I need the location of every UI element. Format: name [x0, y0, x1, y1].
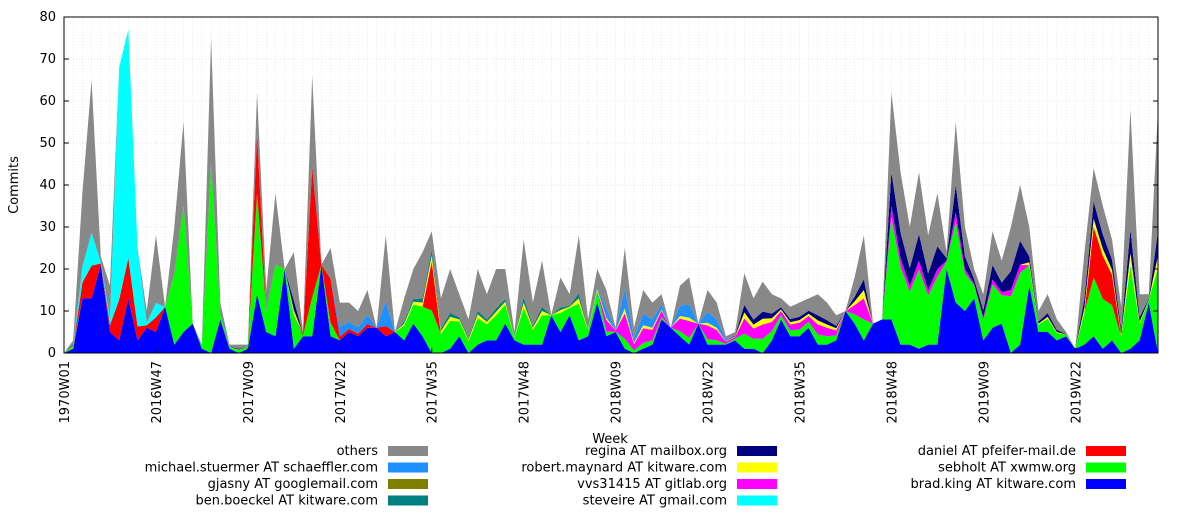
- legend-label: brad.king AT kitware.com: [911, 477, 1076, 492]
- legend-swatch: [1086, 479, 1126, 489]
- legend-label: michael.stuermer AT schaeffler.com: [145, 461, 378, 476]
- area-sebholt-at-xwmw-org: [64, 164, 1158, 353]
- x-axis-label: Week: [592, 432, 628, 447]
- legend-entry: sebholt AT xwmw.org: [938, 461, 1126, 476]
- y-tick-label: 50: [39, 136, 56, 151]
- legend-swatch: [737, 495, 777, 506]
- x-tick-label: 2019W09: [977, 361, 992, 423]
- y-tick-label: 10: [39, 304, 56, 319]
- y-tick-label: 30: [39, 220, 56, 235]
- area-brad-king-at-kitware-com: [64, 264, 1158, 353]
- x-tick-label: 2016W47: [150, 361, 165, 423]
- legend-entry: others: [337, 444, 428, 459]
- y-tick-label: 0: [48, 346, 56, 361]
- legend-label: daniel AT pfeifer-mail.de: [918, 444, 1076, 459]
- x-axis: 1970W01 2016W47 2017W09 2017W22 2017W35 2017W…: [58, 348, 1084, 423]
- legend-entry: gjasny AT googlemail.com: [208, 477, 428, 492]
- y-axis-label: Commits: [7, 156, 22, 214]
- legend-swatch: [388, 446, 428, 456]
- legend-entry: regina AT mailbox.org: [585, 444, 777, 459]
- y-tick-label: 70: [39, 52, 56, 67]
- legend-label: others: [337, 444, 379, 459]
- legend-swatch: [388, 495, 428, 506]
- legend-entry: brad.king AT kitware.com: [911, 477, 1126, 492]
- x-tick-label: 2017W48: [518, 361, 533, 423]
- legend-label: robert.maynard AT kitware.com: [521, 461, 727, 476]
- legend-label: ben.boeckel AT kitware.com: [195, 494, 378, 509]
- legend-entry: robert.maynard AT kitware.com: [521, 461, 777, 476]
- legend-label: regina AT mailbox.org: [585, 444, 727, 459]
- legend-swatch: [388, 462, 428, 473]
- y-tick-label: 80: [39, 10, 56, 25]
- legend: others michael.stuermer AT schaeffler.com…: [145, 444, 1126, 509]
- x-tick-label: 2017W22: [334, 361, 349, 423]
- y-tick-label: 60: [39, 94, 56, 109]
- x-tick-label: 2018W48: [885, 361, 900, 423]
- legend-entry: ben.boeckel AT kitware.com: [195, 494, 428, 509]
- stacked-areas: [64, 29, 1158, 353]
- x-tick-label: 2018W22: [702, 361, 717, 423]
- x-tick-label: 2018W35: [793, 361, 808, 423]
- legend-label: vvs31415 AT gitlab.org: [577, 477, 727, 492]
- legend-entry: daniel AT pfeifer-mail.de: [918, 444, 1126, 459]
- legend-entry: michael.stuermer AT schaeffler.com: [145, 461, 428, 476]
- x-tick-label: 2019W22: [1069, 361, 1084, 423]
- legend-swatch: [737, 462, 777, 473]
- x-tick-label: 2017W35: [426, 361, 441, 423]
- legend-entry: vvs31415 AT gitlab.org: [577, 477, 777, 492]
- legend-label: gjasny AT googlemail.com: [208, 477, 378, 492]
- legend-swatch: [388, 479, 428, 489]
- x-tick-label: 2017W09: [242, 361, 257, 423]
- y-axis: 0 10 20 30 40 50 60 70 80: [39, 10, 1158, 361]
- area-others: [64, 29, 1158, 353]
- x-tick-label: 1970W01: [58, 361, 73, 423]
- x-tick-label: 2018W09: [610, 361, 625, 423]
- legend-swatch: [1086, 462, 1126, 473]
- legend-entry: steveire AT gmail.com: [583, 494, 777, 509]
- legend-swatch: [737, 446, 777, 456]
- legend-label: sebholt AT xwmw.org: [938, 461, 1076, 476]
- y-tick-label: 40: [39, 178, 56, 193]
- y-tick-label: 20: [39, 262, 56, 277]
- legend-swatch: [737, 479, 777, 489]
- legend-label: steveire AT gmail.com: [583, 494, 727, 509]
- legend-swatch: [1086, 446, 1126, 456]
